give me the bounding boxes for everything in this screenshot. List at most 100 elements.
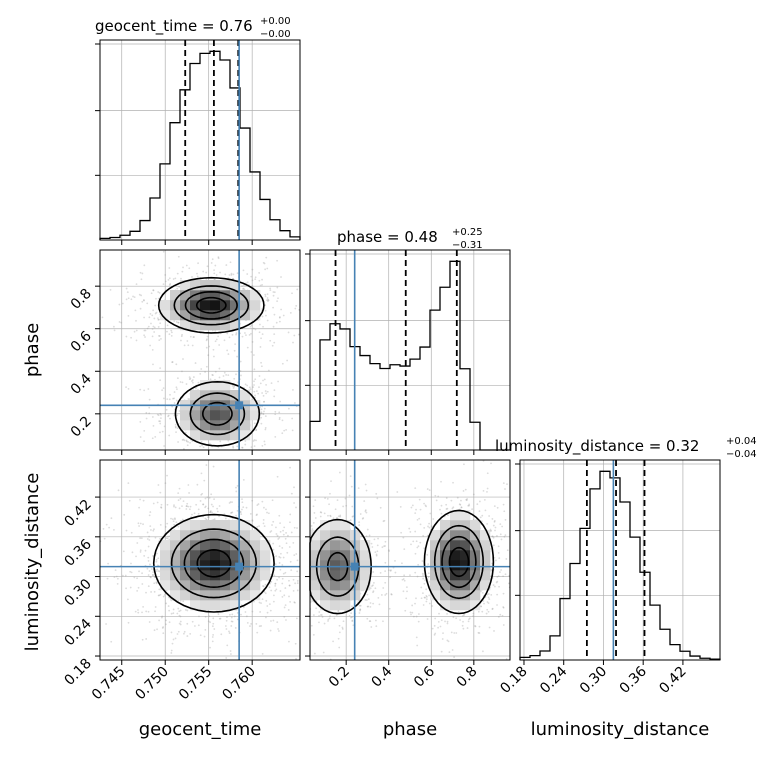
contour-geocent_time-phase-2-0: [184, 290, 238, 320]
sample-point: [138, 570, 140, 573]
sample-point: [267, 299, 270, 302]
sample-point: [272, 548, 275, 551]
sample-point: [174, 637, 177, 640]
sample-point: [481, 592, 484, 594]
sample-point: [196, 483, 199, 486]
sample-point: [474, 625, 476, 627]
sample-point: [230, 274, 233, 276]
sample-point: [168, 333, 171, 336]
sample-point: [153, 582, 156, 585]
density-cell: [210, 600, 221, 611]
panel-geocent_time-vs-luminosity_distance: [95, 459, 301, 665]
sample-point: [254, 278, 257, 281]
sample-point: [384, 570, 387, 573]
sample-point: [232, 446, 235, 449]
sample-point: [502, 624, 505, 626]
sample-point: [101, 316, 104, 319]
sample-point: [166, 537, 169, 540]
sample-point: [258, 375, 261, 377]
sample-point: [503, 535, 506, 538]
sample-point: [143, 389, 146, 392]
density-cell: [460, 540, 471, 551]
truth-marker-geocent_time-luminosity_distance: [235, 562, 244, 571]
sample-point: [262, 325, 264, 328]
sample-point: [210, 493, 213, 496]
sample-point: [283, 606, 286, 609]
sample-point: [338, 624, 341, 627]
sample-point: [312, 633, 315, 636]
density-cell: [440, 560, 451, 571]
sample-point: [152, 555, 154, 557]
density-cell: [200, 550, 211, 561]
sample-point: [241, 446, 244, 449]
sample-point: [332, 517, 335, 520]
sample-point: [159, 593, 162, 596]
sample-point: [206, 338, 208, 341]
sample-point: [453, 656, 456, 659]
sample-point: [223, 339, 226, 342]
sample-point: [199, 500, 202, 502]
sample-point: [224, 625, 227, 627]
sample-point: [197, 381, 200, 384]
sample-point: [399, 505, 402, 508]
sample-point: [489, 528, 492, 531]
sample-point: [163, 594, 166, 596]
density-cell: [470, 600, 481, 611]
density-cell: [220, 310, 231, 321]
density-cell: [320, 600, 331, 611]
density-cell: [320, 560, 331, 571]
sample-point: [136, 577, 138, 580]
density-cell: [160, 540, 171, 551]
sample-point: [178, 286, 181, 288]
sample-point: [185, 439, 188, 442]
sample-point: [151, 314, 154, 317]
panel-geocent_time-vs-phase: [95, 249, 301, 455]
sample-point: [128, 499, 131, 502]
sample-point: [423, 547, 426, 550]
sample-point: [155, 570, 158, 572]
sample-point: [271, 524, 273, 526]
contour-geocent_time-luminosity_distance-0-0: [152, 513, 275, 613]
sample-point: [135, 329, 138, 332]
sample-point: [426, 595, 428, 598]
sample-point: [442, 632, 444, 635]
sample-point: [168, 277, 171, 280]
sample-point: [351, 515, 354, 518]
sample-point: [264, 415, 267, 418]
sample-point: [366, 605, 369, 608]
sample-point: [260, 412, 263, 415]
sample-point: [214, 370, 217, 373]
sample-point: [199, 445, 202, 448]
sample-point: [162, 250, 165, 253]
sample-point: [342, 505, 345, 508]
sample-point: [401, 578, 404, 581]
sample-point: [105, 623, 107, 625]
sample-point: [266, 319, 269, 322]
sample-point: [118, 303, 121, 306]
sample-point: [155, 582, 158, 585]
sample-point: [285, 619, 287, 621]
sample-point: [273, 389, 276, 392]
sample-point: [143, 334, 146, 337]
sample-point: [462, 627, 465, 630]
sample-point: [181, 518, 184, 521]
sample-point: [486, 472, 489, 475]
sample-point: [202, 270, 205, 273]
sample-point: [251, 610, 254, 613]
sample-point: [244, 383, 247, 386]
sample-point: [488, 626, 491, 629]
sample-point: [434, 632, 437, 635]
title-geocent_time: geocent_time = 0.76: [95, 17, 253, 36]
sample-point: [382, 587, 385, 589]
density-cell: [310, 590, 321, 601]
histogram-luminosity_distance: [519, 470, 721, 660]
sample-point: [257, 503, 260, 505]
title-luminosity_distance-sup: +0.04: [726, 436, 757, 447]
sample-point: [229, 650, 232, 652]
sample-point: [165, 408, 168, 411]
sample-point: [168, 398, 171, 401]
density-cell: [190, 280, 201, 291]
sample-point: [124, 574, 127, 577]
sample-point: [125, 287, 128, 290]
sample-point: [269, 609, 272, 612]
